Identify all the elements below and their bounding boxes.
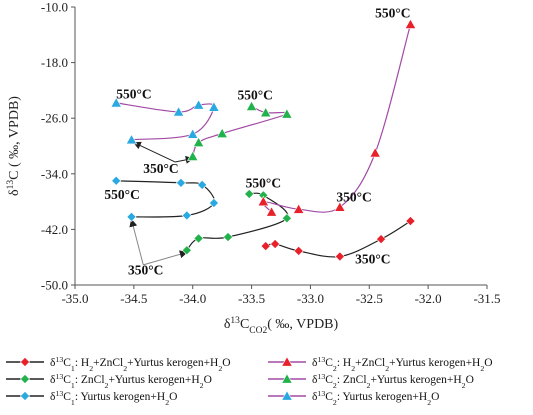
legend-label: δ13C1: ZnCl2+Yurtus kerogen+H2O — [50, 372, 212, 390]
series-2-marker — [193, 233, 204, 244]
x-tick-label: -32.5 — [356, 291, 383, 306]
temperature-annotation: 350°C — [336, 190, 371, 205]
legend-label: δ13C1: Yurtus kerogen+H2O — [50, 389, 177, 407]
annotations-group: 550°C 550°C 550°C 550°C 550°C 350°C 350°C 350°C… — [104, 5, 410, 277]
x-axis-title: δ13CCO2( ‰, VPDB) — [224, 316, 339, 336]
series-6-marker — [125, 133, 138, 145]
x-tick-label: -35.0 — [61, 291, 88, 306]
temperature-annotation: 350°C — [143, 161, 178, 176]
series-5-marker — [259, 106, 272, 118]
legend-marker — [281, 356, 293, 367]
temperature-annotation: 550°C — [116, 87, 151, 102]
x-tick-label: -33.0 — [297, 291, 324, 306]
axis-titles-group: δ13CCO2( ‰, VPDB) δ13C ( ‰, VPDB) — [6, 96, 339, 336]
series-4-marker — [292, 203, 305, 214]
legend-marker — [19, 373, 31, 385]
legend-marker — [19, 356, 31, 368]
legend-marker — [281, 390, 293, 401]
legend-label: δ13C2: Yurtus kerogen+H2O — [312, 389, 439, 407]
series-1-marker — [293, 245, 304, 256]
series-5-marker — [216, 127, 228, 138]
series-3-marker — [175, 177, 186, 188]
x-tick-label: -34.0 — [179, 291, 206, 306]
y-tick-label: -50.0 — [41, 278, 68, 293]
y-tick-label: -10.0 — [41, 0, 68, 15]
x-tick-label: -34.5 — [120, 291, 147, 306]
series-3-marker — [126, 211, 137, 222]
series-line-6 — [116, 102, 215, 141]
x-tick-label: -33.5 — [238, 291, 265, 306]
temperature-annotation: 550°C — [104, 187, 139, 202]
y-axis-title: δ13C ( ‰, VPDB) — [6, 96, 22, 196]
series-1-marker — [270, 238, 281, 250]
legend-label: δ13C2: ZnCl2+Yurtus kerogen+H2O — [312, 372, 474, 390]
series-4-marker — [257, 195, 270, 207]
y-tick-label: -18.0 — [41, 55, 68, 70]
series-3-marker — [111, 175, 122, 186]
temperature-annotation: 550°C — [237, 87, 272, 102]
legend: δ13C1: H2+ZnCl2+Yurtus kerogen+H2O δ13C2:… — [6, 355, 493, 407]
temperature-annotation: 350°C — [128, 263, 163, 278]
series-6-marker — [187, 128, 199, 139]
series-1-marker — [260, 241, 271, 252]
series-5-marker — [187, 150, 199, 161]
series-6-marker — [208, 101, 220, 112]
series-4-marker — [334, 201, 346, 212]
series-1-marker — [334, 251, 345, 262]
series-3-marker — [208, 197, 219, 209]
series-line-5 — [192, 105, 289, 157]
annotation-arrow — [132, 141, 176, 163]
annotation-arrow — [143, 250, 188, 266]
series-6-marker — [110, 97, 122, 108]
series-1-marker — [376, 234, 387, 245]
temperature-annotation: 350°C — [355, 251, 390, 266]
series-6-marker — [172, 106, 185, 117]
legend-label: δ13C1: H2+ZnCl2+Yurtus kerogen+H2O — [50, 355, 231, 373]
temperature-annotation: 550°C — [246, 176, 281, 191]
legend-marker — [281, 373, 293, 384]
markers-group — [110, 18, 417, 262]
series-5-marker — [281, 108, 293, 119]
series-2-marker — [181, 245, 192, 256]
series-4-marker — [265, 206, 278, 217]
series-4-marker — [404, 18, 417, 29]
y-tick-label: -34.0 — [41, 166, 68, 181]
series-2-marker — [281, 213, 292, 224]
series-1-marker — [405, 216, 416, 227]
x-tick-label: -31.5 — [473, 291, 500, 306]
axes-group: -35.0 -34.5 -34.0 -33.5 -33.0 -32.5 -32.0 -31.5… — [41, 0, 501, 306]
series-4-marker — [369, 147, 381, 158]
series-6-marker — [192, 99, 205, 110]
y-tick-label: -42.0 — [41, 222, 68, 237]
series-5-marker — [192, 136, 205, 147]
series-3-marker — [181, 210, 192, 221]
annotation-arrow — [129, 218, 144, 265]
series-5-marker — [245, 100, 258, 111]
legend-label: δ13C2: H2+ZnCl2+Yurtus kerogen+H2O — [312, 355, 493, 373]
series-3-marker — [197, 179, 208, 190]
series-2-marker — [223, 232, 234, 243]
temperature-annotation: 550°C — [375, 5, 410, 20]
series-lines-group — [116, 24, 412, 258]
legend-marker — [19, 390, 31, 402]
x-tick-label: -32.0 — [415, 291, 442, 306]
y-tick-label: -26.0 — [41, 111, 68, 126]
series-2-marker — [244, 188, 255, 199]
